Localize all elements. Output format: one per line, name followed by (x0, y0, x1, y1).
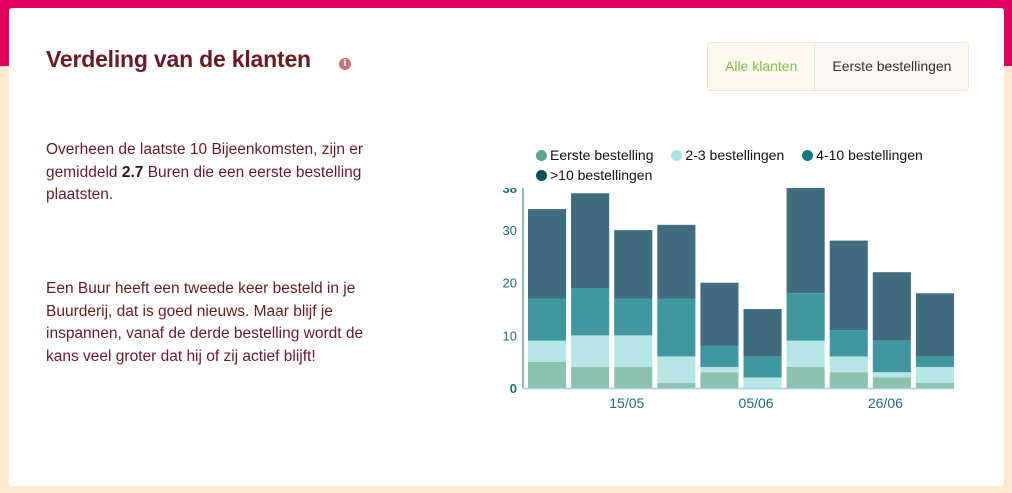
bar-segment[interactable] (915, 366, 954, 383)
bar-segment[interactable] (786, 366, 825, 388)
bar-segment[interactable] (743, 377, 782, 388)
customer-filter-toggle: Alle klanten Eerste bestellingen (707, 42, 970, 91)
bar-segment[interactable] (786, 293, 825, 341)
bar-segment[interactable] (700, 282, 739, 346)
bar-segment[interactable] (571, 335, 610, 367)
bar-segment[interactable] (743, 309, 782, 357)
bar-segment[interactable] (700, 366, 739, 373)
x-tick-label: 15/05 (609, 395, 644, 411)
legend-dot (536, 170, 547, 181)
bar-segment[interactable] (614, 366, 653, 388)
y-tick-label: 38 (503, 188, 517, 196)
bar-segment[interactable] (571, 366, 610, 388)
bar-segment[interactable] (528, 298, 567, 341)
bar-segment[interactable] (614, 298, 653, 336)
second-order-advice: Een Buur heeft een tweede keer besteld i… (46, 280, 364, 365)
legend-dot (671, 150, 683, 161)
bar-segment[interactable] (657, 298, 696, 357)
first-order-summary: Overheen de laatste 10 Bijeenkomsten, zi… (46, 139, 391, 207)
bar-segment[interactable] (657, 382, 696, 388)
x-tick-label: 26/06 (868, 395, 903, 411)
y-tick-label: 20 (503, 276, 517, 291)
bar-segment[interactable] (872, 372, 911, 378)
bar-segment[interactable] (571, 193, 610, 288)
bar-segment[interactable] (915, 382, 954, 388)
legend-dot (536, 150, 547, 161)
y-tick-label: 10 (503, 328, 517, 343)
bar-segment[interactable] (528, 361, 567, 388)
bar-segment[interactable] (872, 377, 911, 388)
bar-segment[interactable] (528, 209, 567, 299)
bar-segment[interactable] (743, 356, 782, 378)
bar-segment[interactable] (915, 293, 954, 357)
legend-item-first-order[interactable]: Eerste bestelling (536, 145, 654, 165)
stacked-bar-chart: 0 10 20 30 38 15/05 05/06 26/06 (503, 188, 954, 411)
legend-item-2-3-orders[interactable]: 2-3 bestellingen (671, 145, 784, 165)
header-accent-bar (0, 0, 1012, 8)
legend-label: >10 bestellingen (550, 167, 653, 183)
bar-segment[interactable] (614, 230, 653, 299)
legend-label: Eerste bestelling (550, 147, 654, 163)
toggle-all-customers[interactable]: Alle klanten (708, 43, 816, 90)
bar-segment[interactable] (872, 272, 911, 341)
bar-segment[interactable] (657, 356, 696, 383)
bar-segment[interactable] (786, 188, 825, 294)
bar-segment[interactable] (915, 356, 954, 367)
bar-segment[interactable] (571, 288, 610, 336)
bar-segment[interactable] (657, 224, 696, 299)
bar-segment[interactable] (872, 340, 911, 373)
bar-segment[interactable] (528, 340, 567, 362)
bar-segment[interactable] (829, 240, 868, 331)
y-tick-label: 30 (503, 223, 517, 238)
legend-item-4-10-orders[interactable]: 4-10 bestellingen (802, 145, 923, 165)
chart-legend: Eerste bestelling 2-3 bestellingen 4-10 … (536, 145, 956, 185)
bar-segment[interactable] (829, 330, 868, 357)
bar-segment[interactable] (700, 372, 739, 388)
legend-label: 4-10 bestellingen (816, 147, 923, 163)
legend-dot (802, 150, 814, 161)
bar-segment[interactable] (614, 335, 653, 367)
y-tick-label: 0 (510, 381, 517, 396)
customer-distribution-card: Verdeling van de klanten i Alle klanten … (9, 8, 1004, 486)
summary-text-start: Overheen de laatste 10 Bijeenkomsten, zi… (46, 141, 364, 181)
bar-segment[interactable] (829, 372, 868, 388)
average-first-orders-value: 2.7 (121, 163, 144, 181)
bar-segment[interactable] (829, 356, 868, 373)
legend-label: 2-3 bestellingen (685, 147, 785, 163)
bar-segment[interactable] (786, 340, 825, 367)
legend-item-10plus-orders[interactable]: >10 bestellingen (536, 165, 652, 185)
page-title: Verdeling van de klanten (46, 46, 311, 72)
summary-text-end: Buren die een eerste bestelling plaatste… (46, 163, 362, 204)
x-tick-label: 05/06 (739, 395, 774, 411)
info-icon[interactable]: i (339, 58, 351, 70)
bar-segment[interactable] (700, 345, 739, 367)
toggle-first-orders[interactable]: Eerste bestellingen (815, 43, 969, 90)
